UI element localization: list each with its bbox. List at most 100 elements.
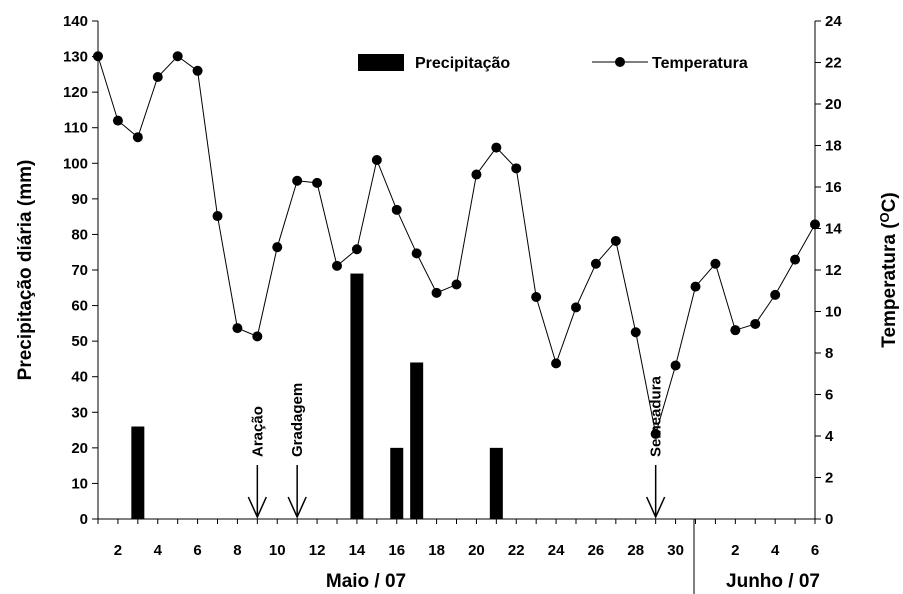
temperature-point — [650, 428, 661, 439]
right-axis-tick-label: 2 — [825, 470, 833, 487]
x-axis-tick-label: 8 — [233, 542, 241, 559]
x-axis-tick-label: 14 — [349, 542, 366, 559]
month-label-may: Maio / 07 — [326, 571, 406, 592]
month-label-june: Junho / 07 — [726, 571, 820, 592]
annotation-arrow-head — [247, 496, 268, 519]
right-axis-tick-label: 18 — [825, 138, 842, 155]
left-axis-tick-label: 60 — [71, 298, 88, 315]
y-right-axis-title-sup: O — [877, 212, 892, 222]
temperature-point — [272, 242, 283, 253]
x-axis-tick-label: 30 — [667, 542, 684, 559]
right-axis-tick-label: 22 — [825, 55, 842, 72]
temperature-point — [351, 244, 362, 255]
temperature-line-layer — [93, 51, 820, 439]
temperature-point — [790, 254, 801, 265]
annotation-label: Semeadura — [648, 375, 665, 457]
right-axis-tick-label: 12 — [825, 262, 842, 279]
left-axis-tick-label: 30 — [71, 404, 88, 421]
temperature-point — [411, 248, 422, 259]
left-axis-tick-label: 90 — [71, 191, 88, 208]
bars-layer — [131, 273, 503, 519]
annotations-layer: Aração Gradagem Semeadura — [247, 375, 666, 519]
temperature-point — [750, 318, 761, 329]
left-axis-tick-label: 100 — [63, 155, 88, 172]
temperature-point — [670, 360, 681, 371]
x-axis-tick-label: 24 — [548, 542, 565, 559]
left-axis-tick-label: 50 — [71, 333, 88, 350]
precipitation-bar — [131, 426, 145, 519]
temperature-point — [551, 358, 562, 369]
temperature-point — [431, 287, 442, 298]
x-axis-tick-label: 4 — [154, 542, 163, 559]
x-axis-tick-label: 16 — [388, 542, 405, 559]
left-axis-tick-label: 40 — [71, 369, 88, 386]
temperature-point — [710, 258, 721, 269]
right-axis-tick-label: 4 — [825, 428, 834, 445]
x-axis-tick-label: 4 — [771, 542, 780, 559]
precipitation-bar — [350, 273, 364, 519]
temperature-point — [371, 155, 382, 166]
left-axis-tick-label: 20 — [71, 440, 88, 457]
left-axis-tick-label: 10 — [71, 475, 88, 492]
right-axis-tick-label: 6 — [825, 387, 833, 404]
left-axis-tick-label: 110 — [64, 120, 88, 137]
temperature-point — [571, 302, 581, 313]
right-axis-tick-label: 14 — [825, 221, 842, 238]
temperature-point — [451, 279, 462, 290]
left-axis-tick-label: 0 — [80, 511, 88, 528]
temperature-point — [511, 163, 522, 174]
temperature-line — [97, 55, 816, 435]
right-axis-tick-label: 16 — [825, 179, 842, 196]
temperature-point — [391, 204, 402, 215]
precipitation-bar — [390, 447, 404, 519]
temperature-point — [132, 132, 143, 143]
annotation-label: Aração — [249, 406, 266, 457]
temperature-point — [172, 51, 183, 62]
temperature-point — [690, 281, 701, 292]
temperature-point — [212, 211, 223, 222]
left-axis-tick-label: 70 — [71, 262, 88, 279]
temperature-point — [332, 260, 342, 271]
legend: Precipitação Temperatura — [358, 54, 748, 72]
temperature-point — [252, 331, 263, 342]
right-axis-tick-label: 10 — [825, 304, 842, 321]
left-axis-tick-label: 80 — [71, 226, 88, 243]
temperature-point — [630, 327, 641, 338]
x-axis-tick-label: 6 — [811, 542, 819, 559]
temperature-point — [312, 177, 323, 188]
annotation-arrow-head — [645, 496, 666, 519]
temperature-point — [770, 289, 781, 300]
x-axis-tick-label: 2 — [731, 542, 739, 559]
x-axis-tick-label: 2 — [114, 542, 122, 559]
left-axis-tick-label: 130 — [63, 49, 88, 66]
y-left-axis-title: Precipitação diária (mm) — [15, 160, 36, 381]
precipitation-bar — [489, 447, 503, 519]
right-axis-tick-label: 24 — [825, 13, 842, 30]
temperature-point — [531, 291, 542, 302]
annotation-label: Gradagem — [289, 383, 306, 457]
right-axis-tick-label: 0 — [825, 511, 833, 528]
legend-temperature-marker — [615, 57, 625, 67]
x-axis-tick-label: 12 — [309, 542, 326, 559]
x-axis-tick-label: 10 — [269, 542, 286, 559]
temperature-point — [192, 65, 203, 76]
right-axis-tick-label: 8 — [825, 345, 833, 362]
temperature-point — [152, 72, 163, 83]
temperature-point — [491, 142, 502, 153]
x-axis-tick-label: 20 — [468, 542, 485, 559]
left-axis: 0 10 20 30 40 50 60 70 80 90 100 110 120 130 140 — [63, 13, 99, 528]
temperature-point — [590, 258, 601, 269]
annotation-arrow-head — [287, 496, 307, 519]
x-axis-tick-label: 26 — [588, 542, 605, 559]
x-axis-tick-label: 22 — [508, 542, 525, 559]
left-axis-tick-label: 120 — [63, 84, 88, 101]
x-axis: 2 4 6 8 10 12 14 16 18 20 22 24 26 28 30 2 4 6 — [97, 518, 819, 594]
temperature-point — [471, 169, 482, 180]
precipitation-bar — [410, 362, 424, 519]
temperature-point — [730, 325, 741, 336]
temperature-point — [292, 175, 303, 186]
temperature-point — [610, 235, 621, 246]
left-axis-tick-label: 140 — [63, 13, 88, 30]
